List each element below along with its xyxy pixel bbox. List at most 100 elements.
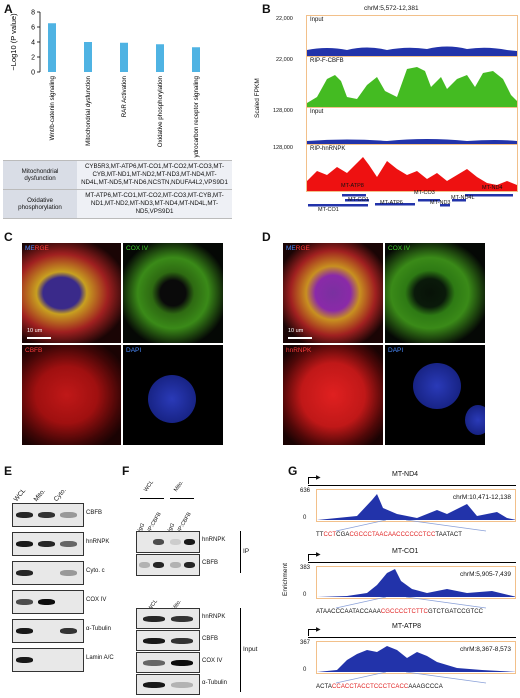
input-bracket: [240, 608, 241, 692]
blot-strip: [136, 652, 200, 673]
track-label: RIP-hnRNPK: [310, 146, 346, 152]
y-tick-label: 0: [31, 70, 35, 77]
y-max-label: 367: [300, 640, 311, 646]
y-max-label: 383: [300, 565, 311, 571]
gene-label: MT-CO1: [348, 197, 369, 203]
blot-row-label: Cyto. c: [86, 568, 105, 574]
panel-label-c: C: [4, 230, 13, 244]
panel-label-a: A: [4, 2, 13, 16]
blot-row-label: CBFB: [202, 635, 219, 642]
tss-arrow-icon: [308, 629, 319, 636]
enrichment-plot: chrM:10,471-12,138: [316, 489, 516, 522]
bar: [84, 42, 92, 72]
scale-bar-label: 10 um: [288, 328, 304, 334]
blot-band: [170, 539, 181, 545]
track-label: Input: [310, 17, 324, 23]
panel-label-b: B: [262, 2, 271, 16]
category-label: RAR Activation: [121, 75, 128, 117]
cox-iv-label: COX IV: [126, 245, 149, 252]
dapi-label: DAPI: [126, 347, 142, 354]
blot-band: [171, 659, 193, 666]
ip-lane-label: IP:CBFB: [176, 511, 193, 533]
blot-band: [60, 570, 77, 576]
tss-arrow-icon: ▶: [316, 552, 321, 558]
blot-band: [143, 659, 165, 666]
blot-band: [16, 512, 33, 518]
panel-label-f: F: [122, 464, 130, 478]
input-track-2: Input: [306, 107, 518, 145]
lane-label: Mito.: [32, 487, 48, 503]
blot-band: [143, 637, 165, 644]
hnrnpk-image: hnRNPK: [283, 345, 383, 445]
sequence-segment: AAAGCCCA: [408, 684, 443, 690]
sequence-segment: CCT: [323, 532, 337, 538]
blot-band: [153, 539, 164, 545]
blot-band: [16, 599, 33, 605]
track-label: RIP-F-CBFB: [310, 58, 344, 64]
ip-group-label: Mito.: [173, 479, 185, 493]
tss-arrow-icon: [308, 554, 319, 561]
blot-band: [38, 512, 55, 518]
scaled-fpkm-axis-label: Scaled FPKM: [254, 78, 261, 118]
tss-arrow-icon: ▶: [316, 627, 321, 633]
sequence-segment: CGA: [336, 532, 350, 538]
table-genes-cell: CYB5R3,MT-ATP6,MT-CO1,MT-CO2,MT-CO3,MT-C…: [77, 159, 232, 190]
lane-label: Cyto.: [52, 486, 68, 503]
table-row: Mitochondrial dysfunction CYB5R3,MT-ATP6…: [3, 159, 232, 190]
blot-band: [38, 541, 55, 547]
sequence-segment: CGCCCCTCTTC: [380, 609, 428, 615]
bar: [120, 42, 128, 72]
table-row: Oxidative phosphorylation MT-ATP6,MT-CO1…: [3, 189, 232, 220]
track-scale: 128,000: [273, 108, 293, 114]
blot-row-label: CBFB: [202, 560, 219, 566]
table-pathway-cell: Mitochondrial dysfunction: [3, 159, 77, 190]
blot-band: [16, 657, 33, 663]
genome-coordinate: chrM:5,572-12,381: [364, 5, 419, 12]
rip-cbfb-track: RIP-F-CBFB: [306, 56, 518, 108]
bar: [156, 44, 164, 72]
track-scale: 22,000: [276, 57, 293, 63]
tss-arrow-icon: [308, 477, 319, 484]
pathway-gene-table: Mitochondrial dysfunction CYB5R3,MT-ATP6…: [3, 159, 232, 220]
merge-image: MERGE 10 um: [283, 243, 383, 343]
y-min-label: 0: [303, 667, 307, 673]
ip-group-label: WCL: [143, 479, 156, 493]
blot-row-label: Lamin A/C: [86, 655, 114, 661]
cbfb-label: CBFB: [25, 347, 43, 354]
blot-row-label: COX IV: [86, 597, 107, 603]
sequence: TTCCTCGACGCCCTAACAACCCCCCTCCTAATACT: [316, 532, 462, 538]
blot-band: [184, 539, 195, 545]
cbfb-image: CBFB: [22, 345, 121, 445]
blot-row-label: CBFB: [86, 510, 103, 516]
blot-row-label: hnRNPK: [202, 613, 226, 620]
category-label: Wnt/b-catenin signaling: [49, 75, 56, 140]
blot-band: [60, 512, 77, 518]
coord-label: chrM:8,367-8,573: [460, 646, 511, 653]
dapi-label: DAPI: [388, 347, 404, 354]
blot-band: [60, 541, 77, 547]
blot-band: [16, 541, 33, 547]
ip-bracket: [240, 531, 241, 573]
blot-band: [153, 562, 164, 568]
gene-label: MT-CO3: [414, 190, 435, 196]
blot-row-label: COX IV: [202, 657, 223, 664]
merge-label: MERGE: [25, 245, 49, 252]
cox-iv-image: COX IV: [385, 243, 485, 343]
rip-hnrnpk-track: RIP-hnRNPK: [306, 144, 518, 192]
sequence-segment: CCACCTACCTCCCTCACC: [331, 684, 409, 690]
gene-label: MT-ATP6: [380, 200, 403, 206]
category-label: Oxidative phosphorylation: [157, 75, 164, 147]
blot-strip: [136, 674, 200, 695]
blot-strip: [12, 503, 84, 527]
bar: [192, 47, 200, 72]
blot-strip: [12, 590, 84, 614]
y-axis-label: −Log10 (P value): [9, 13, 18, 71]
blot-band: [38, 599, 55, 605]
y-max-label: 636: [300, 488, 311, 494]
blot-band: [60, 628, 77, 634]
dapi-image: DAPI: [385, 345, 485, 445]
input-track-1: Input: [306, 15, 518, 57]
sequence-segment: TAATACT: [435, 532, 463, 538]
blot-band: [16, 628, 33, 634]
blot-strip: [12, 648, 84, 672]
